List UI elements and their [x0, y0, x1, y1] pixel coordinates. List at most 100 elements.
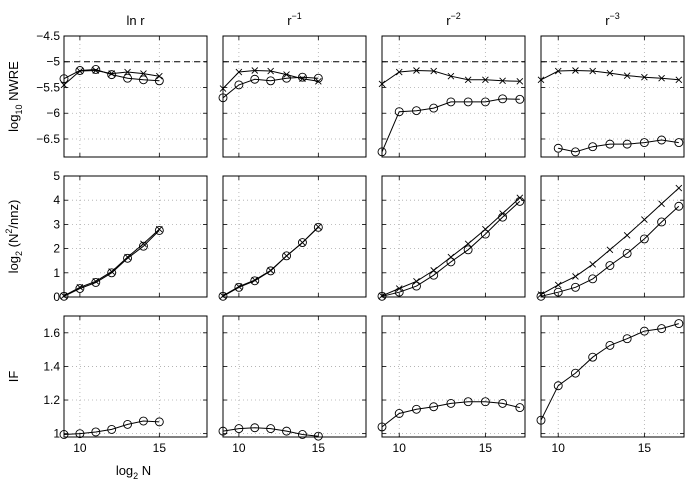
series-line-circle: [381, 201, 521, 297]
y-label-base: log: [6, 115, 21, 132]
data-point-circle: [377, 147, 387, 157]
data-point-cross: [482, 225, 489, 233]
x-tick-label: 10: [232, 441, 246, 455]
data-point-circle: [515, 196, 525, 206]
data-point-circle: [282, 251, 292, 261]
data-point-circle: [234, 424, 244, 434]
data-point-circle: [412, 281, 421, 291]
data-point-circle: [218, 93, 228, 103]
data-point-cross: [251, 67, 259, 74]
y-label-rest: NWRE: [6, 61, 21, 105]
data-point-cross: [658, 74, 665, 82]
panel-r3-c2: [218, 315, 367, 441]
y-tick-label: 2: [53, 242, 60, 256]
data-point-circle: [59, 430, 69, 439]
data-point-circle: [639, 138, 649, 148]
column-title-base: r: [605, 13, 610, 28]
data-point-cross: [499, 77, 506, 85]
data-point-cross: [606, 246, 614, 254]
x-tick-label: 10: [552, 441, 566, 455]
data-point-circle: [394, 107, 404, 117]
column-title-exponent: −3: [610, 11, 620, 21]
data-point-circle: [266, 76, 276, 86]
data-point-circle: [59, 74, 69, 84]
data-point-circle: [377, 422, 387, 432]
data-point-circle: [480, 229, 490, 239]
y-label-base: IF: [6, 371, 21, 383]
data-point-cross: [589, 67, 597, 75]
y-tick-label: 1.4: [43, 359, 60, 373]
series-line-circle: [63, 68, 160, 82]
data-point-circle: [463, 397, 473, 407]
x-tick-label: 10: [73, 441, 87, 455]
data-point-cross: [108, 70, 115, 77]
y-tick-label: −4.5: [36, 29, 60, 43]
y-label-subscript: 2: [14, 251, 24, 256]
data-point-circle: [123, 419, 133, 429]
data-point-cross: [235, 68, 243, 76]
series-line-circle: [540, 205, 680, 297]
data-point-cross: [430, 267, 438, 274]
data-point-circle: [266, 424, 276, 434]
axes-frame: [540, 35, 685, 158]
data-point-circle: [250, 74, 260, 84]
y-label-rest-2: /nnz): [6, 200, 21, 229]
data-point-cross: [267, 67, 274, 75]
data-point-cross: [572, 273, 579, 280]
y-label-rest: (N: [6, 234, 21, 251]
x-label-rest: N: [138, 463, 151, 478]
panel-r3-c1: [59, 315, 208, 439]
y-axis-label-row-3: IF: [6, 371, 21, 383]
data-point-circle: [107, 268, 117, 278]
data-point-circle: [463, 97, 473, 107]
y-tick-label: −6.5: [36, 132, 60, 146]
axes-frame: [63, 35, 208, 158]
column-title-1: ln r: [126, 13, 145, 28]
data-point-cross: [464, 240, 472, 248]
data-point-circle: [377, 291, 387, 301]
axes-frame: [63, 315, 208, 438]
data-point-circle: [234, 80, 244, 90]
data-point-cross: [378, 80, 386, 88]
data-point-cross: [554, 281, 562, 289]
data-point-cross: [516, 77, 524, 85]
axes-frame: [381, 175, 526, 298]
data-point-cross: [641, 216, 648, 223]
column-title-2: r−1: [287, 11, 302, 28]
data-point-circle: [250, 276, 260, 286]
data-point-circle: [657, 217, 667, 227]
data-point-circle: [75, 284, 85, 293]
data-point-cross: [482, 76, 489, 84]
data-point-circle: [282, 426, 292, 436]
axes-frame: [63, 175, 208, 298]
data-point-cross: [572, 67, 579, 74]
data-point-cross: [658, 200, 665, 208]
y-tick-label: 0: [53, 290, 60, 304]
y-tick-label: 1.2: [43, 393, 60, 407]
x-tick-label: 15: [638, 441, 652, 455]
data-point-cross: [675, 76, 683, 84]
series-line-circle: [381, 401, 520, 428]
data-point-circle: [297, 72, 307, 82]
panel-r1-c3: [377, 35, 526, 158]
data-point-circle: [536, 291, 546, 301]
data-point-circle: [498, 94, 508, 104]
data-point-circle: [480, 397, 490, 407]
data-point-cross: [413, 277, 420, 285]
data-point-cross: [589, 261, 597, 268]
data-point-cross: [219, 85, 227, 92]
data-point-circle: [571, 282, 580, 292]
y-tick-label: −6: [46, 106, 60, 120]
data-point-circle: [297, 238, 307, 248]
data-point-circle: [138, 75, 148, 85]
column-title-exponent: −2: [451, 11, 461, 21]
data-point-circle: [674, 319, 684, 329]
y-tick-label: −5: [46, 55, 60, 69]
x-label-base: log: [116, 463, 133, 478]
data-point-circle: [313, 222, 323, 232]
data-point-circle: [536, 415, 546, 425]
series-line-cross: [381, 69, 520, 85]
data-point-cross: [140, 240, 147, 248]
data-point-circle: [234, 282, 244, 292]
